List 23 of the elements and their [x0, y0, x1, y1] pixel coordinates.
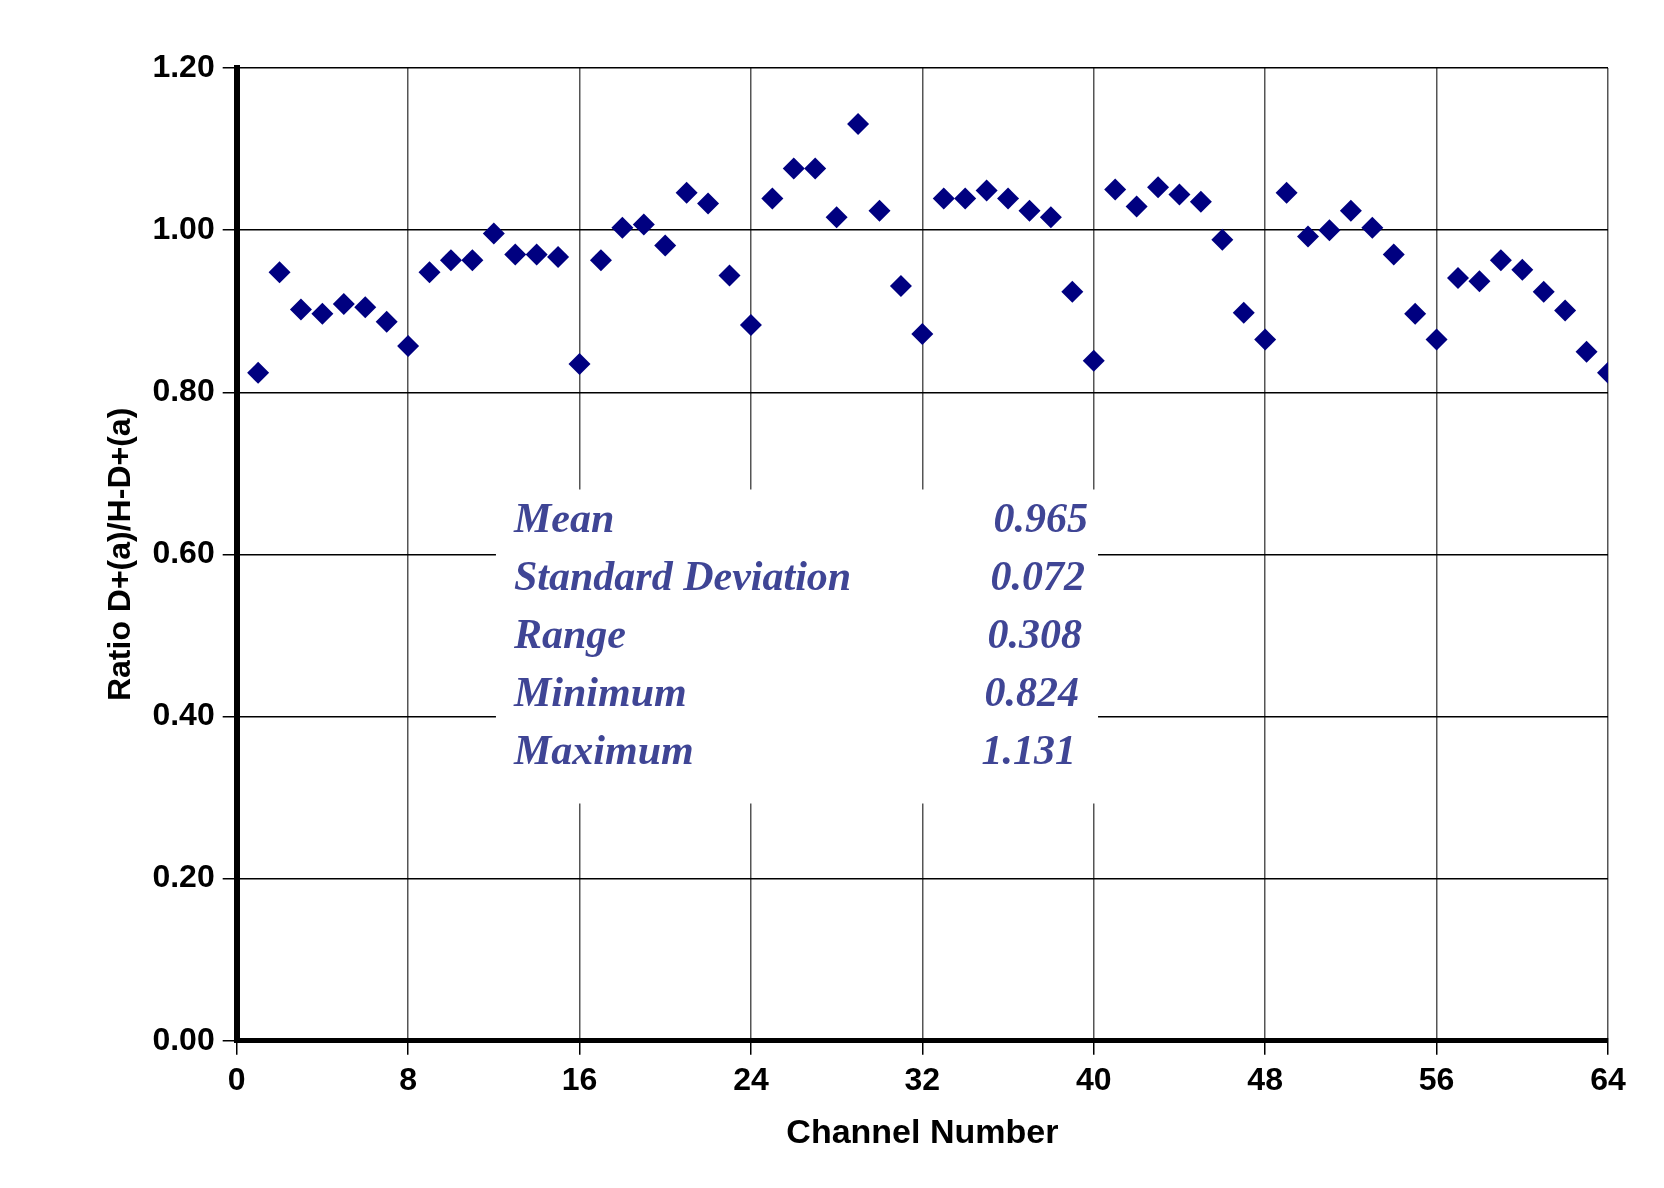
- text: Mean 0.965: [513, 495, 1089, 542]
- y-axis-title: Ratio D+(a)/H-D+(a): [101, 407, 138, 702]
- y-tick-label: 1.00: [152, 209, 215, 246]
- text: Range 0.308: [513, 611, 1083, 658]
- y-tick-label: 0.20: [152, 858, 215, 895]
- y-tick-label: 0.40: [152, 696, 215, 733]
- x-tick-label: 8: [399, 1060, 417, 1097]
- x-axis-title: Channel Number: [786, 1111, 1059, 1150]
- x-tick-label: 56: [1418, 1060, 1455, 1097]
- text: Standard Deviation 0.072: [513, 553, 1086, 600]
- y-tick-label: 0.80: [152, 372, 215, 409]
- x-tick-label: 16: [561, 1060, 598, 1097]
- x-tick-label: 0: [227, 1060, 246, 1097]
- x-tick-label: 64: [1590, 1060, 1626, 1097]
- y-tick-label: 1.20: [152, 47, 215, 84]
- x-tick-label: 48: [1247, 1060, 1283, 1097]
- y-tick-label: 0.00: [152, 1020, 215, 1057]
- x-tick-label: 24: [733, 1060, 769, 1097]
- text: Maximum 1.131: [513, 727, 1077, 774]
- text: Minimum 0.824: [513, 669, 1080, 716]
- y-tick-label: 0.60: [152, 534, 215, 571]
- x-tick-label: 32: [904, 1060, 941, 1097]
- x-tick-label: 40: [1075, 1060, 1112, 1097]
